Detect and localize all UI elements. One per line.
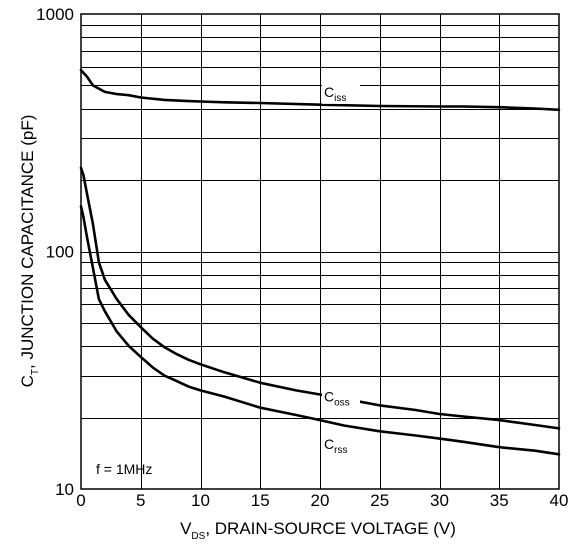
x-tick-label-35: 35 bbox=[490, 491, 509, 510]
annotation-frequency: f = 1MHz bbox=[96, 461, 152, 477]
x-axis-label-main: V bbox=[180, 519, 192, 538]
x-tick-label-20: 20 bbox=[311, 491, 330, 510]
plot-frame bbox=[80, 13, 560, 490]
series-layer bbox=[79, 68, 561, 456]
series-label-coss: Coss bbox=[324, 389, 350, 409]
x-axis-label-rest: , DRAIN-SOURCE VOLTAGE (V) bbox=[205, 519, 456, 538]
y-tick-label-1000: 1000 bbox=[36, 5, 74, 24]
y-tick-label-100: 100 bbox=[46, 243, 74, 262]
x-axis-label: VDS, DRAIN-SOURCE VOLTAGE (V) bbox=[180, 519, 456, 542]
x-tick-label-25: 25 bbox=[370, 491, 389, 510]
series-ciss bbox=[79, 68, 561, 112]
label-bg-ciss bbox=[322, 81, 360, 104]
x-tick-label-5: 5 bbox=[136, 491, 145, 510]
y-axis-label-main: C bbox=[18, 375, 37, 387]
y-axis-label: CT, JUNCTION CAPACITANCE (pF) bbox=[18, 115, 41, 388]
label-bg-coss bbox=[322, 386, 360, 409]
x-tick-label-10: 10 bbox=[191, 491, 210, 510]
y-tick-label-10: 10 bbox=[55, 480, 74, 499]
x-axis-label-sub: DS bbox=[191, 531, 205, 542]
series-crss bbox=[79, 205, 561, 456]
grid bbox=[81, 14, 559, 489]
y-axis-label-rest: , JUNCTION CAPACITANCE (pF) bbox=[18, 115, 37, 369]
series-label-ciss: Ciss bbox=[324, 84, 346, 104]
series-coss bbox=[79, 166, 561, 430]
x-tick-label-15: 15 bbox=[251, 491, 270, 510]
curve-labels: Ciss Coss Crss bbox=[322, 81, 360, 456]
x-tick-label-0: 0 bbox=[76, 491, 85, 510]
x-tick-label-40: 40 bbox=[550, 491, 569, 510]
tick-labels: 0 5 10 15 20 25 30 35 40 10 100 1000 bbox=[36, 5, 568, 510]
label-bg-crss bbox=[322, 433, 360, 456]
y-axis-label-sub: T bbox=[30, 369, 41, 375]
x-tick-label-30: 30 bbox=[430, 491, 449, 510]
series-label-crss: Crss bbox=[324, 436, 347, 456]
